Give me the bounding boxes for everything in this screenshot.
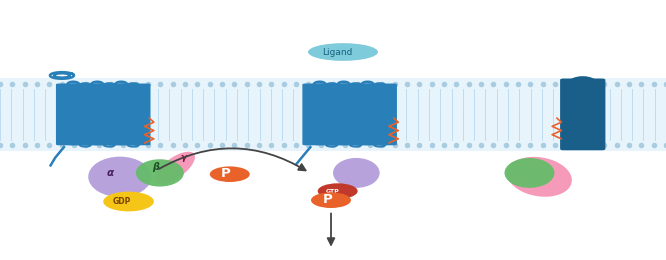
Circle shape <box>318 183 358 199</box>
Text: P: P <box>221 167 231 180</box>
FancyBboxPatch shape <box>350 83 373 145</box>
FancyBboxPatch shape <box>68 83 91 145</box>
Circle shape <box>210 166 250 182</box>
Text: GTP: GTP <box>326 189 340 194</box>
Text: α: α <box>107 167 114 178</box>
Ellipse shape <box>136 159 184 187</box>
Ellipse shape <box>505 158 554 188</box>
Ellipse shape <box>308 43 378 61</box>
Bar <box>0 78 666 151</box>
FancyBboxPatch shape <box>314 83 337 145</box>
Text: GDP: GDP <box>113 197 131 206</box>
FancyBboxPatch shape <box>374 83 397 145</box>
FancyBboxPatch shape <box>560 79 605 150</box>
Ellipse shape <box>155 152 195 184</box>
FancyBboxPatch shape <box>56 83 79 145</box>
FancyBboxPatch shape <box>338 83 361 145</box>
Text: β: β <box>152 162 159 172</box>
FancyBboxPatch shape <box>104 83 127 145</box>
Circle shape <box>103 192 154 211</box>
FancyBboxPatch shape <box>80 83 103 145</box>
Text: γ: γ <box>180 153 186 162</box>
FancyBboxPatch shape <box>326 83 349 145</box>
FancyBboxPatch shape <box>128 83 151 145</box>
Circle shape <box>311 192 351 208</box>
Ellipse shape <box>566 76 599 94</box>
Text: P: P <box>322 193 332 206</box>
FancyBboxPatch shape <box>116 83 139 145</box>
FancyBboxPatch shape <box>362 83 385 145</box>
Ellipse shape <box>507 157 572 197</box>
FancyBboxPatch shape <box>302 83 325 145</box>
FancyBboxPatch shape <box>92 83 115 145</box>
Text: Ligand: Ligand <box>322 48 352 57</box>
Ellipse shape <box>333 158 380 188</box>
Ellipse shape <box>88 157 151 197</box>
